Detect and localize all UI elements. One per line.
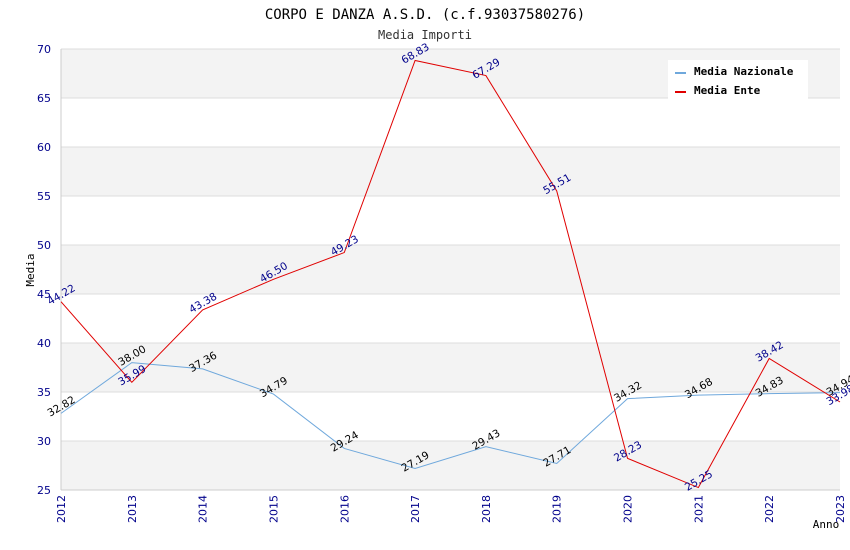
legend-entry: Media Nazionale (694, 65, 794, 78)
x-tick-label: 2017 (409, 495, 422, 523)
grid-band (61, 343, 840, 392)
x-axis-label: Anno (813, 518, 840, 531)
y-tick-label: 55 (37, 190, 51, 203)
x-tick-label: 2013 (126, 495, 139, 523)
x-tick-label: 2015 (267, 495, 280, 523)
series-lines (60, 59, 841, 489)
x-tick-label: 2021 (692, 495, 705, 523)
y-tick-label: 30 (37, 435, 51, 448)
y-tick-label: 70 (37, 43, 51, 56)
x-tick-label: 2012 (55, 495, 68, 523)
y-tick-label: 65 (37, 92, 51, 105)
y-tick-labels: 25 30 35 40 45 50 55 60 65 70 (37, 43, 51, 497)
gridlines (61, 48, 840, 491)
legend-box (668, 60, 808, 102)
x-tick-label: 2019 (551, 495, 564, 523)
y-tick-label: 45 (37, 288, 51, 301)
chart-subtitle: Media Importi (378, 28, 472, 42)
x-tick-labels: 2012 2013 2014 2015 2016 2017 2018 2019 2020 2021… (55, 495, 847, 523)
x-tick-label: 2022 (763, 495, 776, 523)
x-tick-label: 2016 (338, 495, 351, 523)
y-tick-label: 40 (37, 337, 51, 350)
grid-band (61, 147, 840, 196)
x-tick-label: 2020 (622, 495, 635, 523)
legend: Media Nazionale Media Ente (668, 60, 808, 102)
y-tick-label: 50 (37, 239, 51, 252)
grid-bands (61, 49, 840, 490)
grid-band (61, 245, 840, 294)
y-tick-label: 25 (37, 484, 51, 497)
grid-band (61, 441, 840, 490)
chart-title: CORPO E DANZA A.S.D. (c.f.93037580276) (265, 7, 585, 23)
x-tick-label: 2023 (834, 495, 847, 523)
legend-entry: Media Ente (694, 84, 761, 97)
y-tick-label: 35 (37, 386, 51, 399)
x-tick-label: 2018 (480, 495, 493, 523)
y-tick-label: 60 (37, 141, 51, 154)
series-line-media-ente (60, 59, 841, 489)
series-line-media-nazionale (60, 362, 841, 470)
y-axis-label: Media (24, 253, 37, 286)
x-tick-label: 2014 (197, 495, 210, 523)
